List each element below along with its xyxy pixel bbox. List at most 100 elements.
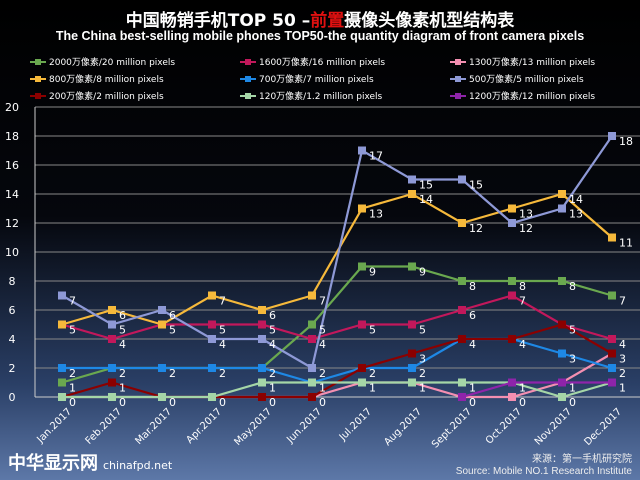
x-tick-label: Jan.2017 [34, 406, 74, 446]
series-line [461, 381, 612, 399]
data-label: 18 [619, 135, 633, 148]
data-point [508, 393, 516, 401]
series-line [62, 337, 613, 384]
data-label: 2 [419, 367, 426, 380]
data-label: 2 [219, 367, 226, 380]
legend-item: 800万像素/8 million pixels [30, 72, 164, 85]
data-point [608, 349, 616, 358]
data-label: 15 [419, 179, 433, 192]
data-point [258, 364, 266, 372]
data-label: 3 [619, 353, 626, 366]
series-line [61, 192, 613, 326]
x-tick-label: Mar.2017 [133, 406, 174, 447]
data-point [508, 219, 516, 227]
data-point [458, 393, 466, 401]
data-label: 1 [119, 382, 126, 395]
legend-item: 200万像素/2 million pixels [30, 89, 164, 102]
data-label: 1 [269, 382, 276, 395]
legend-label: 1600万像素/16 million pixels [259, 58, 386, 68]
x-tick-label: Dec.2017 [582, 406, 624, 448]
data-label: 2 [119, 367, 126, 380]
series-line [61, 135, 613, 370]
data-label: 5 [319, 324, 326, 337]
data-label: 17 [369, 150, 383, 163]
data-point [558, 277, 566, 285]
y-tick-label: 2 [9, 362, 16, 375]
data-point [108, 335, 116, 343]
chart-title: 中国畅销手机TOP 50 –前置摄像头像素机型结构表 [125, 11, 515, 31]
data-point [558, 393, 566, 401]
data-point [508, 378, 516, 387]
data-point [508, 335, 516, 343]
data-label: 14 [569, 193, 583, 206]
data-label: 0 [169, 396, 176, 409]
x-tick-label: Aug.2017 [382, 406, 424, 448]
data-point [158, 320, 166, 329]
data-label: 12 [469, 222, 483, 235]
series-line [61, 294, 613, 341]
data-point [258, 393, 266, 401]
watermark: 中华显示网 chinafpd.net [8, 453, 173, 474]
y-tick-label: 6 [9, 304, 16, 317]
data-point [608, 335, 616, 343]
data-label: 4 [469, 338, 476, 351]
data-label: 1 [519, 382, 526, 395]
data-point [458, 306, 466, 314]
data-point [358, 204, 366, 213]
data-point [108, 364, 116, 372]
data-point [108, 378, 116, 387]
data-point [358, 320, 366, 329]
data-label: 4 [619, 338, 626, 351]
data-label: 6 [119, 309, 126, 322]
data-label: 3 [419, 353, 426, 366]
legend-item: 1300万像素/13 million pixels [450, 55, 595, 68]
data-label: 14 [419, 193, 433, 206]
data-point [58, 364, 66, 372]
series-line [62, 381, 613, 399]
data-label: 1 [369, 382, 376, 395]
x-tick-label: Sept.2017 [430, 406, 474, 450]
data-point [408, 175, 416, 184]
y-tick-label: 8 [9, 275, 16, 288]
legend-label: 1200万像素/12 million pixels [469, 92, 596, 102]
data-label: 1 [319, 382, 326, 395]
legend-item: 700万像素/7 million pixels [240, 72, 374, 85]
data-label: 15 [469, 179, 483, 192]
data-label: 4 [269, 338, 276, 351]
data-label: 7 [69, 295, 76, 308]
y-tick-label: 18 [5, 130, 19, 143]
data-label: 7 [619, 295, 626, 308]
data-point [358, 378, 366, 387]
data-point [308, 335, 316, 343]
data-point [258, 306, 266, 314]
legend-label: 800万像素/8 million pixels [49, 75, 164, 85]
y-tick-label: 16 [5, 159, 19, 172]
data-label: 13 [369, 208, 383, 221]
legend-item: 2000万像素/20 million pixels [30, 55, 175, 68]
data-label: 5 [169, 324, 176, 337]
data-point [158, 364, 166, 372]
x-tick-label: Apr.2017 [185, 406, 225, 446]
y-tick-label: 20 [5, 101, 19, 114]
data-point [558, 349, 566, 358]
chart-subtitle: The China best-selling mobile phones TOP… [55, 29, 585, 43]
data-point [208, 335, 216, 343]
data-point [458, 378, 466, 387]
y-tick-label: 10 [5, 246, 19, 259]
x-tick-label: Jun.2017 [284, 406, 324, 446]
data-label: 2 [269, 367, 276, 380]
data-point [608, 364, 616, 372]
data-point [258, 320, 266, 329]
data-label: 6 [269, 309, 276, 322]
legend-label: 500万像素/5 million pixels [469, 75, 584, 85]
data-point [558, 190, 566, 198]
data-label: 2 [69, 367, 76, 380]
data-point [158, 306, 166, 314]
data-point [408, 262, 416, 271]
data-label: 7 [519, 295, 526, 308]
data-label: 1 [69, 382, 76, 395]
data-label: 7 [319, 295, 326, 308]
data-label: 8 [519, 280, 526, 293]
data-point [308, 320, 316, 329]
x-tick-label: Oct.2017 [484, 406, 524, 446]
